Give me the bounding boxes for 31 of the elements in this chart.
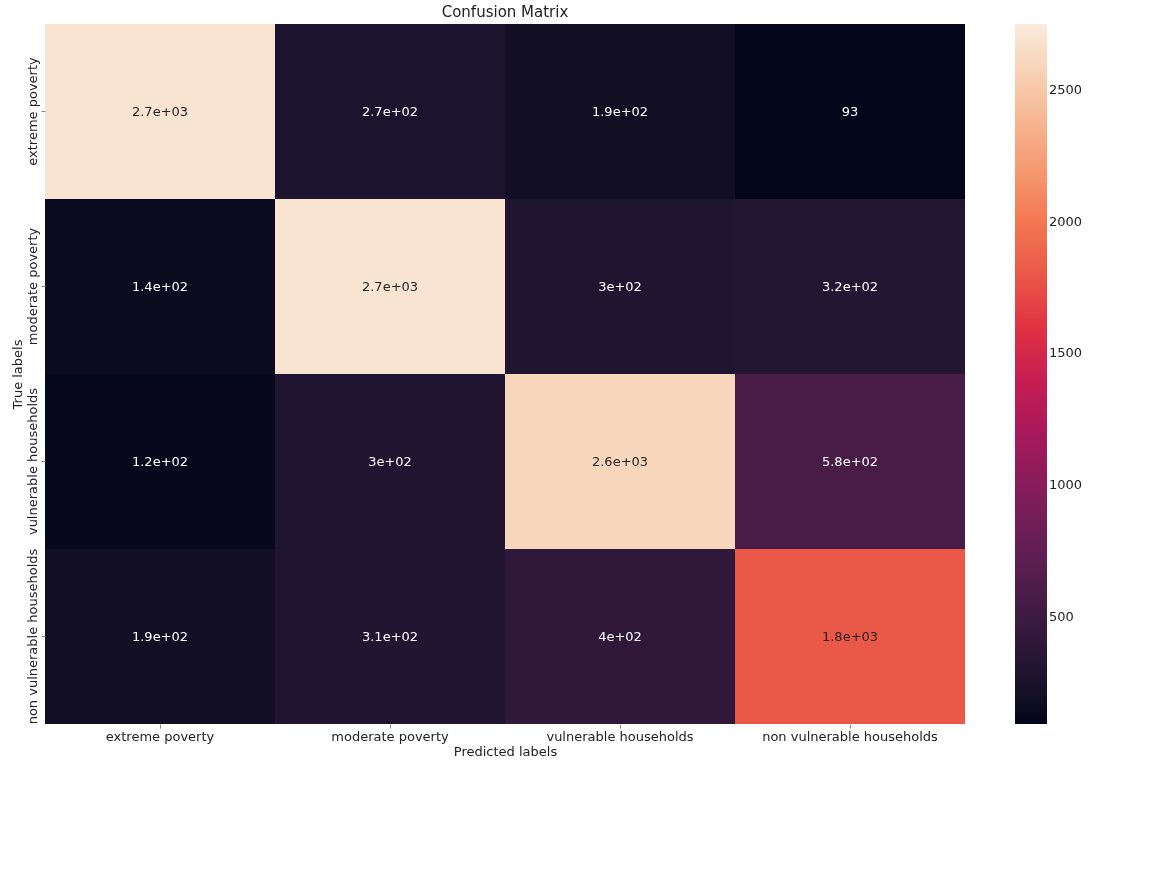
data-label: 5.8e+02 xyxy=(821,453,879,469)
x-tick-label: vulnerable households xyxy=(546,728,694,744)
chart-title: Confusion Matrix xyxy=(441,3,569,21)
data-label: 1.8e+03 xyxy=(821,628,879,644)
data-label: 3.2e+02 xyxy=(821,278,879,294)
data-label: 3e+02 xyxy=(368,453,412,469)
data-label: 2.7e+03 xyxy=(361,278,419,294)
y-tick-label: moderate poverty xyxy=(24,227,40,346)
data-label: 1.2e+02 xyxy=(131,453,189,469)
data-label: 1.9e+02 xyxy=(131,628,189,644)
color-bar-label: 2500 xyxy=(1049,81,1083,97)
color-bar-label: 1500 xyxy=(1049,345,1083,361)
x-tick-label: non vulnerable households xyxy=(762,728,939,744)
x-axis-title: Predicted labels xyxy=(453,743,558,759)
data-label: 3.1e+02 xyxy=(361,628,419,644)
y-tick-label: extreme poverty xyxy=(24,56,40,166)
data-label: 4e+02 xyxy=(598,628,642,644)
color-bar-label: 2000 xyxy=(1049,213,1083,229)
data-label: 2.7e+02 xyxy=(361,103,419,119)
data-label: 93 xyxy=(841,103,859,119)
y-tick-label: vulnerable households xyxy=(24,387,40,536)
data-label: 1.4e+02 xyxy=(131,278,189,294)
data-label: 2.6e+03 xyxy=(591,453,649,469)
color-bar-label: 500 xyxy=(1049,608,1074,624)
data-label: 1.9e+02 xyxy=(591,103,649,119)
x-tick-label: moderate poverty xyxy=(331,728,450,744)
color-bar-label: 1000 xyxy=(1049,477,1083,493)
data-label: 2.7e+03 xyxy=(131,103,189,119)
data-label: 3e+02 xyxy=(598,278,642,294)
y-axis-title: True labels xyxy=(9,339,25,411)
x-tick-label: extreme poverty xyxy=(105,728,215,744)
